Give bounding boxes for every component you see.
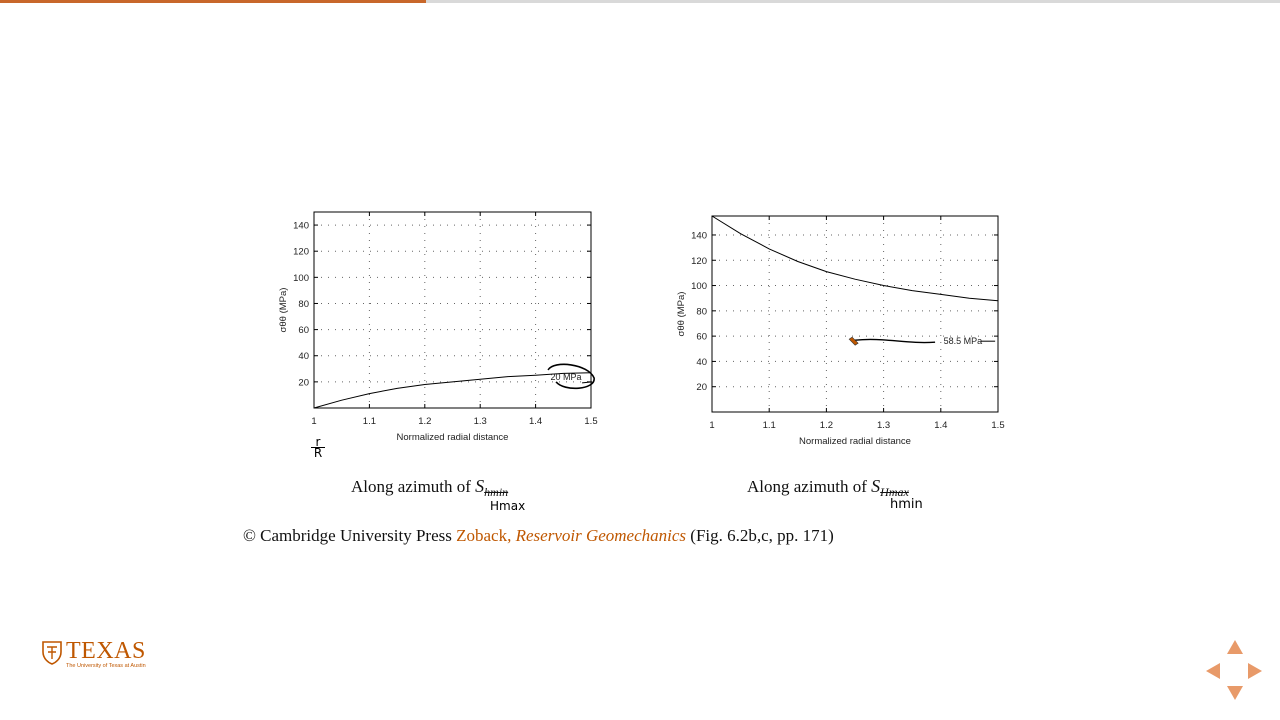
- caption-left-prefix: Along azimuth of: [351, 477, 476, 496]
- triangle-left-icon[interactable]: [1206, 663, 1220, 679]
- caption-right: Along azimuth of SHmax: [747, 476, 909, 499]
- x-tick-label: 1.1: [763, 420, 776, 431]
- progress-fill: [0, 0, 427, 3]
- y-tick-label: 20: [298, 377, 309, 388]
- triangle-up-icon[interactable]: [1227, 640, 1243, 654]
- y-tick-label: 20: [696, 382, 707, 393]
- x-tick-label: 1.3: [474, 416, 487, 427]
- handwritten-correction-left: Hmax: [490, 499, 526, 513]
- series-line: [313, 372, 592, 409]
- x-tick-label: 1.5: [991, 420, 1004, 431]
- x-axis-label: Normalized radial distance: [397, 432, 509, 443]
- y-tick-label: 40: [298, 351, 309, 362]
- y-tick-label: 120: [293, 247, 309, 258]
- x-axis-label: Normalized radial distance: [799, 436, 911, 447]
- y-tick-label: 120: [691, 256, 707, 267]
- annotation-label: 20 MPa: [551, 372, 582, 382]
- chart-right: 1 1.1 1.2 1.3 1.4 1.5 140 120 100 80 60 40 20 Normali…: [676, 215, 1005, 447]
- copyright-line: © Cambridge University Press Zoback, Res…: [243, 526, 834, 546]
- caption-right-prefix: Along azimuth of: [747, 477, 872, 496]
- x-tick-label: 1: [311, 416, 316, 427]
- texas-logo: TEXAS The University of Texas at Austin: [40, 638, 150, 674]
- x-tick-label: 1.2: [418, 416, 431, 427]
- x-tick-label: 1: [709, 420, 714, 431]
- triangle-down-icon[interactable]: [1227, 686, 1243, 700]
- x-tick-label: 1.5: [584, 416, 597, 427]
- copyright-prefix: © Cambridge University Press: [243, 526, 457, 545]
- plot-frame: [711, 215, 999, 413]
- x-tick-label: 1.3: [877, 420, 890, 431]
- pen-cursor-icon: [848, 336, 859, 346]
- y-axis-label: σθθ (MPa): [676, 292, 687, 337]
- ink-circle: [547, 363, 595, 389]
- y-axis-label: σθθ (MPa): [278, 288, 289, 333]
- copyright-title[interactable]: Reservoir Geomechanics: [515, 526, 687, 545]
- caption-left-symbol: S: [475, 476, 485, 496]
- triangle-right-icon[interactable]: [1248, 663, 1262, 679]
- copyright-author[interactable]: Zoback,: [456, 526, 516, 545]
- caption-right-subscript: Hmax: [880, 485, 909, 499]
- plot-frame: [313, 211, 592, 409]
- logo-tagline: The University of Texas at Austin: [66, 663, 146, 669]
- series-line: [711, 215, 999, 302]
- caption-left-subscript: hmin: [484, 485, 509, 499]
- y-tick-label: 140: [293, 221, 309, 232]
- y-tick-label: 140: [691, 230, 707, 241]
- caption-right-symbol: S: [871, 476, 881, 496]
- shield-icon: [42, 641, 62, 665]
- y-tick-label: 100: [691, 281, 707, 292]
- slide-navigation: [1204, 640, 1264, 702]
- y-tick-label: 60: [696, 332, 707, 343]
- annotation-label: 58.5 MPa: [944, 336, 983, 346]
- x-tick-label: 1.2: [820, 420, 833, 431]
- x-tick-label: 1.4: [934, 420, 947, 431]
- x-tick-label: 1.1: [363, 416, 376, 427]
- y-tick-label: 100: [293, 273, 309, 284]
- copyright-suffix: (Fig. 6.2b,c, pp. 171): [686, 526, 834, 545]
- annotation-arrow: [582, 381, 593, 384]
- y-tick-label: 80: [696, 306, 707, 317]
- x-tick-label: 1.4: [529, 416, 542, 427]
- caption-left: Along azimuth of Shmin: [351, 476, 509, 499]
- y-tick-label: 40: [696, 357, 707, 368]
- logo-wordmark: TEXAS: [66, 638, 146, 664]
- progress-bar: [0, 0, 1280, 3]
- y-tick-label: 80: [298, 299, 309, 310]
- ink-stroke: [854, 338, 936, 344]
- chart-left: 1 1.1 1.2 1.3 1.4 1.5 140 120 100 80 60 40 20 Normali…: [278, 211, 598, 443]
- handwritten-correction-right: hmin: [890, 497, 923, 512]
- y-tick-label: 60: [298, 325, 309, 336]
